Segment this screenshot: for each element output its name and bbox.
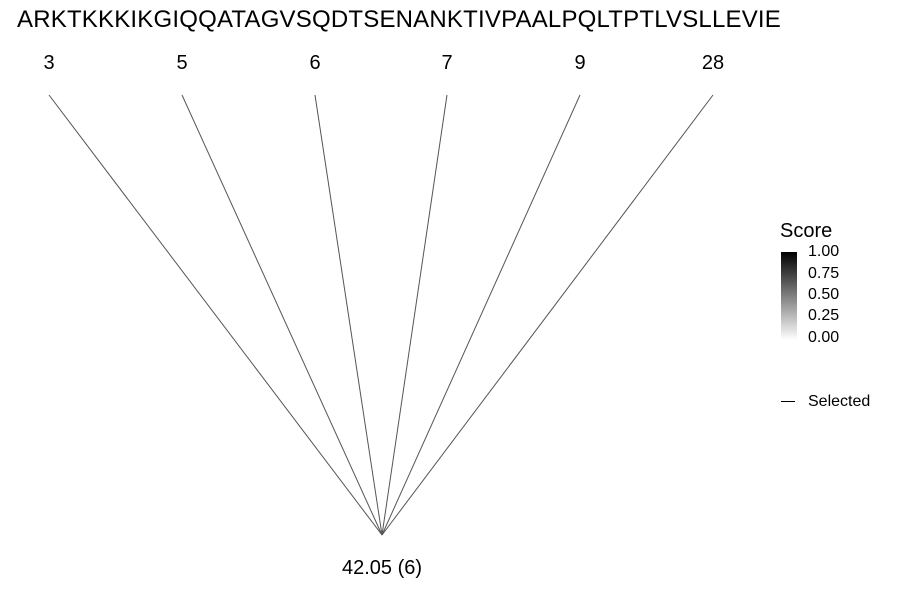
edge-line [314, 94, 383, 536]
edge-line [181, 94, 383, 536]
bottom-node-label: 42.05 (6) [341, 557, 423, 579]
edge-line [48, 94, 383, 536]
edge-line [381, 94, 714, 536]
top-node-label: 6 [309, 52, 321, 74]
legend-title: Score [780, 220, 833, 242]
score-gradient-bar [781, 252, 797, 340]
top-node-label: 7 [441, 52, 453, 74]
top-node-label: 5 [176, 52, 188, 74]
selected-line-swatch [781, 401, 795, 402]
sequence-title: ARKTKKKIKGIQQATAGVSQDTSENANKTIVPAALPQLTP… [17, 6, 781, 33]
legend-tick: 0.00 [808, 329, 840, 346]
edge-line [381, 94, 581, 536]
legend-selected-label: Selected [808, 393, 871, 410]
legend-tick: 0.75 [808, 265, 840, 282]
top-node-label: 9 [574, 52, 586, 74]
top-node-label: 28 [701, 52, 725, 74]
legend-tick: 1.00 [808, 243, 840, 260]
legend-tick: 0.25 [808, 307, 840, 324]
legend-tick: 0.50 [808, 286, 840, 303]
edge-line [381, 94, 448, 536]
top-node-label: 3 [43, 52, 55, 74]
